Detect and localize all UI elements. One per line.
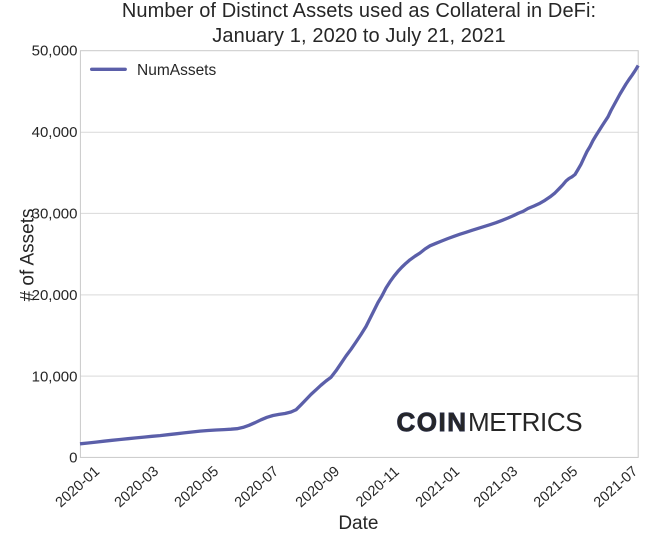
svg-text:50,000: 50,000: [32, 42, 78, 59]
svg-text:January 1, 2020 to July 21, 20: January 1, 2020 to July 21, 2021: [212, 25, 505, 47]
svg-text:10,000: 10,000: [32, 368, 78, 385]
svg-text:Number of Distinct Assets used: Number of Distinct Assets used as Collat…: [122, 0, 596, 22]
svg-text:COIN: COIN: [397, 407, 468, 437]
svg-text:20,000: 20,000: [32, 287, 78, 304]
svg-text:METRICS: METRICS: [468, 407, 582, 437]
svg-text:NumAssets: NumAssets: [137, 62, 216, 79]
svg-text:30,000: 30,000: [32, 206, 78, 223]
svg-text:Date: Date: [338, 513, 378, 534]
svg-text:0: 0: [69, 449, 77, 466]
svg-text:# of Assets: # of Assets: [18, 209, 39, 302]
svg-text:40,000: 40,000: [32, 124, 78, 141]
